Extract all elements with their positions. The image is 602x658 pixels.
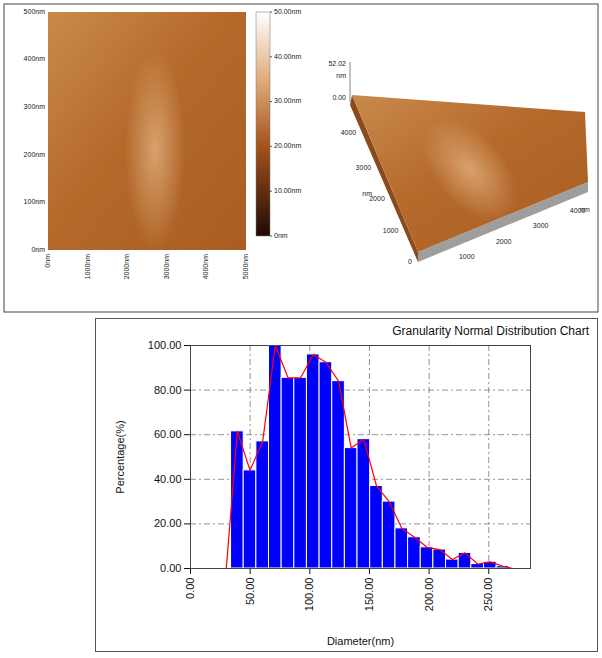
svg-text:80.00: 80.00 (154, 384, 182, 396)
svg-text:4000nm: 4000nm (202, 254, 209, 279)
svg-text:0nm: 0nm (31, 246, 45, 253)
svg-text:0.00: 0.00 (184, 578, 196, 599)
svg-text:150.00: 150.00 (363, 578, 375, 612)
svg-text:0nm: 0nm (44, 254, 51, 268)
svg-text:nm: nm (580, 206, 590, 213)
svg-text:Percentage(%): Percentage(%) (114, 420, 126, 493)
svg-text:50.00nm: 50.00nm (274, 8, 301, 15)
svg-text:nm: nm (336, 72, 346, 79)
svg-text:300nm: 300nm (24, 103, 46, 110)
svg-text:52.02: 52.02 (328, 60, 346, 67)
svg-text:200.00: 200.00 (423, 578, 435, 612)
svg-text:250.00: 250.00 (482, 578, 494, 612)
svg-text:30.00nm: 30.00nm (274, 97, 301, 104)
svg-text:nm: nm (362, 190, 372, 197)
svg-text:1000: 1000 (383, 227, 399, 234)
svg-text:0.00: 0.00 (160, 562, 181, 574)
svg-text:20.00: 20.00 (154, 517, 182, 529)
svg-text:0.00: 0.00 (332, 94, 346, 101)
svg-text:10.00nm: 10.00nm (274, 187, 301, 194)
svg-text:50.00: 50.00 (244, 578, 256, 606)
svg-text:200nm: 200nm (24, 151, 46, 158)
html-text:Granularity Normal Distributio: Granularity Normal Distribution Chart (392, 324, 589, 338)
svg-text:1000nm: 1000nm (84, 254, 91, 279)
svg-text:0: 0 (408, 258, 412, 265)
svg-text:100nm: 100nm (24, 198, 46, 205)
svg-text:1000: 1000 (459, 253, 475, 260)
svg-text:3000: 3000 (533, 222, 549, 229)
svg-text:3000nm: 3000nm (163, 254, 170, 279)
svg-text:4000: 4000 (569, 207, 586, 215)
svg-text:500nm: 500nm (24, 8, 46, 15)
svg-text:3000: 3000 (356, 164, 372, 171)
svg-text:2000nm: 2000nm (123, 254, 130, 279)
svg-text:0nm: 0nm (274, 232, 288, 239)
svg-text:100.00: 100.00 (303, 578, 315, 612)
svg-text:60.00: 60.00 (154, 428, 182, 440)
svg-text:5000nm: 5000nm (242, 254, 249, 279)
svg-text:2000: 2000 (496, 238, 512, 245)
svg-text:Diameter(nm): Diameter(nm) (327, 635, 394, 647)
svg-text:400nm: 400nm (24, 55, 46, 62)
svg-text:2000: 2000 (369, 195, 385, 203)
svg-text:20.00nm: 20.00nm (274, 142, 301, 149)
svg-text:4000: 4000 (341, 129, 357, 136)
svg-text:100.00: 100.00 (148, 339, 182, 351)
svg-text:40.00nm: 40.00nm (274, 53, 301, 60)
svg-text:40.00: 40.00 (154, 473, 182, 485)
